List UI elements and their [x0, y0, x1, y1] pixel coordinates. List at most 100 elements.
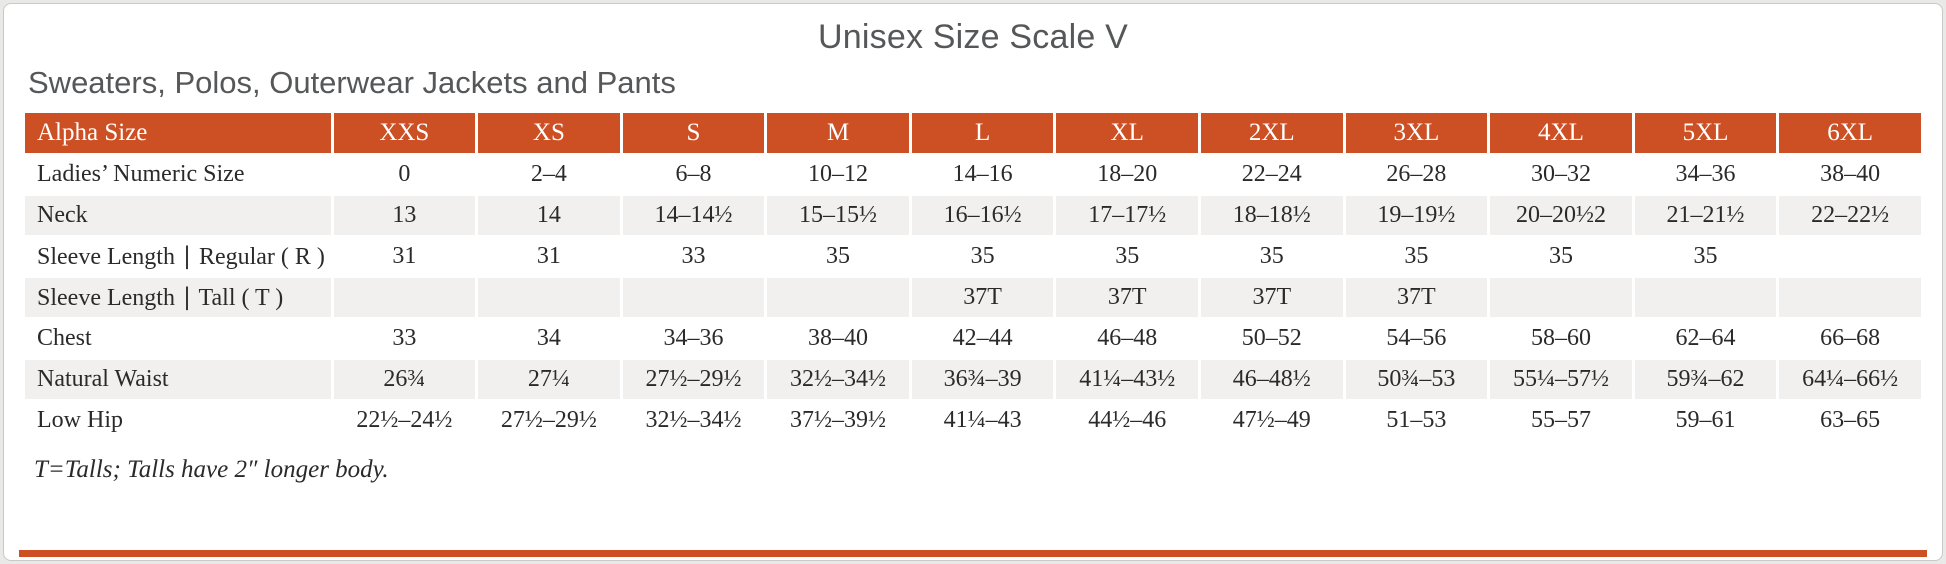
size-cell: 18–20	[1056, 155, 1198, 194]
size-cell: 19–19½	[1345, 196, 1488, 235]
size-cell: 13	[333, 196, 476, 235]
page-subtitle: Sweaters, Polos, Outerwear Jackets and P…	[28, 65, 676, 100]
table-row: Natural Waist 26¾ 27¼ 27½–29½ 32½–34½ 36¾–39 4…	[25, 360, 1921, 399]
size-cell: 35	[767, 237, 909, 276]
size-chart-table: Alpha Size XXS XS S M L XL 2XL 3XL 4XL 5XL 6XL Ladi…	[22, 111, 1924, 442]
size-cell	[622, 278, 765, 317]
size-cell: 42–44	[911, 319, 1054, 358]
row-label: Low Hip	[25, 401, 331, 440]
page-title: Unisex Size Scale V	[818, 18, 1128, 56]
header-cell-5xl: 5XL	[1634, 113, 1777, 153]
size-cell: 15–15½	[767, 196, 909, 235]
size-cell: 51–53	[1345, 401, 1488, 440]
size-cell: 21–21½	[1634, 196, 1777, 235]
header-row: Alpha Size XXS XS S M L XL 2XL 3XL 4XL 5XL 6XL	[25, 113, 1921, 153]
size-cell: 37T	[1345, 278, 1488, 317]
header-cell-xl: XL	[1056, 113, 1198, 153]
size-cell: 26–28	[1345, 155, 1488, 194]
size-cell	[767, 278, 909, 317]
header-cell-3xl: 3XL	[1345, 113, 1488, 153]
size-cell: 46–48½	[1201, 360, 1343, 399]
size-cell: 35	[1201, 237, 1343, 276]
size-cell: 33	[622, 237, 765, 276]
size-cell: 50–52	[1201, 319, 1343, 358]
row-label: Sleeve Length ∣ Tall ( T )	[25, 278, 331, 317]
row-label: Neck	[25, 196, 331, 235]
table-row: Ladies’ Numeric Size 0 2–4 6–8 10–12 14–16 18–…	[25, 155, 1921, 194]
size-cell: 37½–39½	[767, 401, 909, 440]
size-cell: 38–40	[767, 319, 909, 358]
size-cell: 35	[1345, 237, 1488, 276]
size-cell: 41¼–43½	[1056, 360, 1198, 399]
size-cell: 44½–46	[1056, 401, 1198, 440]
size-cell	[1779, 278, 1921, 317]
size-cell: 58–60	[1490, 319, 1632, 358]
size-cell: 50¾–53	[1345, 360, 1488, 399]
size-cell: 62–64	[1634, 319, 1777, 358]
header-cell-s: S	[622, 113, 765, 153]
size-cell: 63–65	[1779, 401, 1921, 440]
size-cell: 22½–24½	[333, 401, 476, 440]
header-cell-6xl: 6XL	[1779, 113, 1921, 153]
page-card: Unisex Size Scale V Sweaters, Polos, Out…	[3, 3, 1943, 561]
size-cell: 35	[1490, 237, 1632, 276]
size-cell: 36¾–39	[911, 360, 1054, 399]
size-cell: 30–32	[1490, 155, 1632, 194]
size-table-body: Ladies’ Numeric Size 0 2–4 6–8 10–12 14–16 18–…	[25, 155, 1921, 440]
size-cell	[478, 278, 620, 317]
header-cell-xxs: XXS	[333, 113, 476, 153]
size-cell: 22–24	[1201, 155, 1343, 194]
size-cell: 46–48	[1056, 319, 1198, 358]
row-label: Ladies’ Numeric Size	[25, 155, 331, 194]
size-cell: 54–56	[1345, 319, 1488, 358]
size-cell	[1490, 278, 1632, 317]
size-cell: 35	[1634, 237, 1777, 276]
size-cell: 31	[478, 237, 620, 276]
size-cell: 14–14½	[622, 196, 765, 235]
size-cell: 0	[333, 155, 476, 194]
size-cell: 26¾	[333, 360, 476, 399]
size-cell: 22–22½	[1779, 196, 1921, 235]
size-cell: 66–68	[1779, 319, 1921, 358]
size-cell: 37T	[1056, 278, 1198, 317]
size-cell: 27½–29½	[622, 360, 765, 399]
size-cell: 10–12	[767, 155, 909, 194]
size-cell: 34	[478, 319, 620, 358]
row-label: Natural Waist	[25, 360, 331, 399]
size-cell: 27¼	[478, 360, 620, 399]
size-cell: 59¾–62	[1634, 360, 1777, 399]
size-table-header: Alpha Size XXS XS S M L XL 2XL 3XL 4XL 5XL 6XL	[25, 113, 1921, 153]
footnote: T=Talls; Talls have 2″ longer body.	[34, 456, 389, 483]
size-cell: 37T	[911, 278, 1054, 317]
size-cell: 33	[333, 319, 476, 358]
accent-bottom-bar	[19, 550, 1927, 557]
size-cell: 41¼–43	[911, 401, 1054, 440]
table-row: Chest 33 34 34–36 38–40 42–44 46–48 50–52 54–56 5…	[25, 319, 1921, 358]
header-cell-2xl: 2XL	[1201, 113, 1343, 153]
header-cell-xs: XS	[478, 113, 620, 153]
size-cell: 37T	[1201, 278, 1343, 317]
header-cell-4xl: 4XL	[1490, 113, 1632, 153]
size-cell: 6–8	[622, 155, 765, 194]
size-cell: 59–61	[1634, 401, 1777, 440]
size-cell: 55¼–57½	[1490, 360, 1632, 399]
size-cell: 14	[478, 196, 620, 235]
size-cell: 18–18½	[1201, 196, 1343, 235]
table-row: Sleeve Length ∣ Regular ( R ) 31 31 33 35 35 3…	[25, 237, 1921, 276]
size-cell	[333, 278, 476, 317]
size-cell: 16–16½	[911, 196, 1054, 235]
size-cell	[1634, 278, 1777, 317]
size-cell: 27½–29½	[478, 401, 620, 440]
size-cell: 35	[1056, 237, 1198, 276]
table-row: Low Hip 22½–24½ 27½–29½ 32½–34½ 37½–39½ 41¼–4…	[25, 401, 1921, 440]
header-cell-m: M	[767, 113, 909, 153]
size-cell: 34–36	[622, 319, 765, 358]
size-cell: 32½–34½	[767, 360, 909, 399]
size-cell: 17–17½	[1056, 196, 1198, 235]
size-cell: 64¼–66½	[1779, 360, 1921, 399]
size-cell: 38–40	[1779, 155, 1921, 194]
size-cell: 35	[911, 237, 1054, 276]
size-cell: 34–36	[1634, 155, 1777, 194]
row-label: Chest	[25, 319, 331, 358]
size-cell: 55–57	[1490, 401, 1632, 440]
